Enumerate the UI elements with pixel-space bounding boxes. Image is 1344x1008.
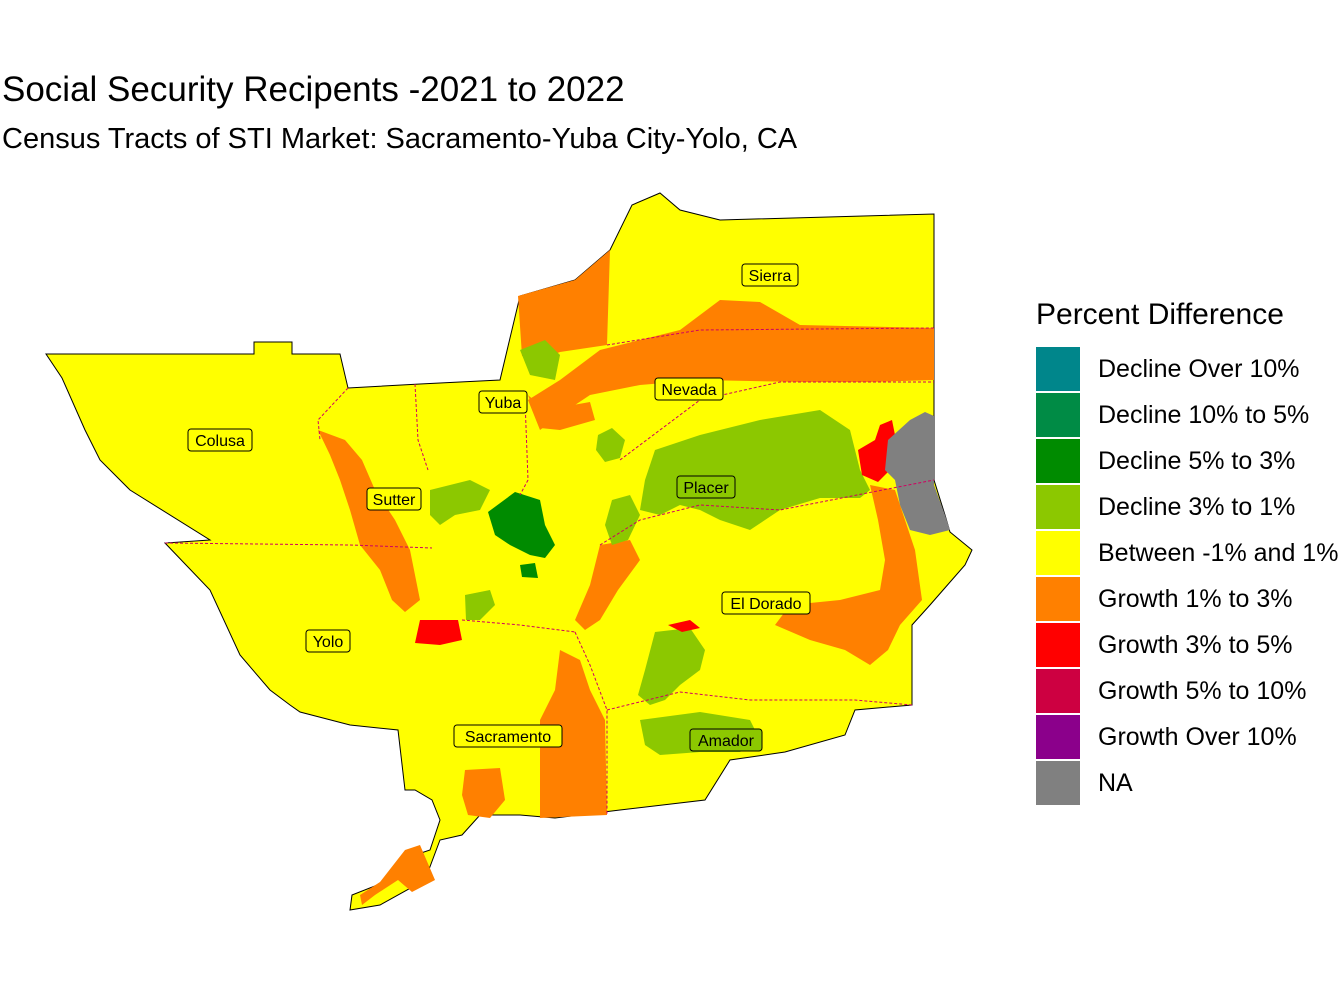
legend-items: Decline Over 10% Decline 10% to 5% Decli… <box>1036 346 1338 806</box>
legend-swatch <box>1036 715 1080 759</box>
region-orange-sacramento-mid <box>462 768 505 818</box>
county-label-eldorado: El Dorado <box>730 596 801 613</box>
legend-swatch <box>1036 393 1080 437</box>
legend-swatch <box>1036 577 1080 621</box>
label-sierra: Sierra <box>741 263 799 287</box>
county-label-sierra: Sierra <box>749 268 792 285</box>
legend-item: Growth 1% to 3% <box>1036 576 1338 622</box>
region-na-gray <box>885 412 950 535</box>
region-green-placer-west <box>596 428 625 462</box>
region-orange-delta <box>360 845 435 905</box>
label-placer: Placer <box>676 475 736 499</box>
legend-label: Growth 1% to 3% <box>1098 584 1293 613</box>
county-labels: Sierra Nevada Yuba Colusa Sutter Placer … <box>187 263 811 752</box>
region-green-sutter-south <box>430 480 490 525</box>
legend-label: Decline 10% to 5% <box>1098 400 1310 429</box>
label-amador: Amador <box>689 728 763 752</box>
county-label-colusa: Colusa <box>195 433 245 450</box>
legend-item: Decline Over 10% <box>1036 346 1338 392</box>
choropleth-map: Sierra Nevada Yuba Colusa Sutter Placer … <box>45 192 973 911</box>
legend-swatch <box>1036 347 1080 391</box>
legend-label: Between -1% and 1% <box>1098 538 1339 567</box>
county-label-sutter: Sutter <box>373 492 416 509</box>
boundary-yuba-sutter <box>414 383 429 471</box>
region-orange-sutter <box>318 430 420 612</box>
label-sacramento: Sacramento <box>453 724 563 748</box>
boundary-sutter-west <box>317 387 349 441</box>
county-label-nevada: Nevada <box>661 382 716 399</box>
legend-label: Growth 5% to 10% <box>1098 676 1307 705</box>
boundary-placer-eldorado <box>599 479 935 546</box>
county-label-amador: Amador <box>698 733 755 750</box>
region-red-sacramento <box>415 620 462 645</box>
boundary-eldorado-amador <box>606 691 913 711</box>
legend-label: Decline Over 10% <box>1098 354 1300 383</box>
legend-label: Growth 3% to 5% <box>1098 630 1293 659</box>
region-green-yuba <box>520 340 560 380</box>
boundary-sacramento-north <box>461 619 576 633</box>
label-nevada: Nevada <box>654 377 724 401</box>
legend-swatch <box>1036 531 1080 575</box>
legend-item: Growth Over 10% <box>1036 714 1338 760</box>
region-orange-yuba-north <box>518 250 610 360</box>
legend-label: Decline 5% to 3% <box>1098 446 1296 475</box>
county-label-placer: Placer <box>683 480 729 497</box>
legend-title: Percent Difference <box>1036 298 1284 331</box>
region-orange-sacramento-east <box>540 650 607 818</box>
legend-item: Between -1% and 1% <box>1036 530 1338 576</box>
region-orange-eldorado-east <box>775 485 922 665</box>
region-green-placer <box>640 410 870 530</box>
county-label-yuba: Yuba <box>485 395 522 412</box>
legend-swatch <box>1036 761 1080 805</box>
boundary-colusa-yolo <box>164 542 433 549</box>
legend-swatch <box>1036 623 1080 667</box>
region-green-placer-strip <box>605 495 640 545</box>
legend-item: NA <box>1036 760 1338 806</box>
legend-swatch <box>1036 439 1080 483</box>
legend-item: Decline 5% to 3% <box>1036 438 1338 484</box>
boundary-sac-amador <box>574 631 608 815</box>
legend-swatch <box>1036 485 1080 529</box>
label-yuba: Yuba <box>478 390 528 414</box>
tract-fills <box>318 250 950 905</box>
region-orange-placer-small <box>528 395 595 430</box>
region-green-sac-north <box>465 590 495 620</box>
region-orange-placer-strip <box>575 540 640 630</box>
legend-label: Growth Over 10% <box>1098 722 1297 751</box>
region-orange-nevada-band <box>528 300 934 430</box>
county-label-yolo: Yolo <box>313 634 344 651</box>
legend-item: Growth 5% to 10% <box>1036 668 1338 714</box>
county-label-sacramento: Sacramento <box>465 729 551 746</box>
label-eldorado: El Dorado <box>721 591 811 615</box>
legend-item: Growth 3% to 5% <box>1036 622 1338 668</box>
map-subtitle: Census Tracts of STI Market: Sacramento-… <box>2 123 798 155</box>
label-colusa: Colusa <box>187 428 253 452</box>
region-darkgreen <box>488 492 555 558</box>
boundary-sierra-nevada <box>606 327 935 346</box>
boundary-yuba-placer <box>519 399 529 496</box>
legend: Percent Difference Decline Over 10% Decl… <box>1036 298 1338 806</box>
map-title: Social Security Recipents -2021 to 2022 <box>2 70 625 109</box>
legend-item: Decline 10% to 5% <box>1036 392 1338 438</box>
legend-swatch <box>1036 669 1080 713</box>
legend-label: NA <box>1098 768 1133 797</box>
region-green-eldorado <box>638 628 705 705</box>
label-sutter: Sutter <box>366 487 422 511</box>
region-base-yellow <box>45 192 973 911</box>
region-red-eldorado <box>668 620 700 632</box>
region-darkgreen-small <box>520 563 538 578</box>
legend-label: Decline 3% to 1% <box>1098 492 1296 521</box>
legend-item: Decline 3% to 1% <box>1036 484 1338 530</box>
map-base <box>45 192 973 911</box>
label-yolo: Yolo <box>305 629 351 653</box>
